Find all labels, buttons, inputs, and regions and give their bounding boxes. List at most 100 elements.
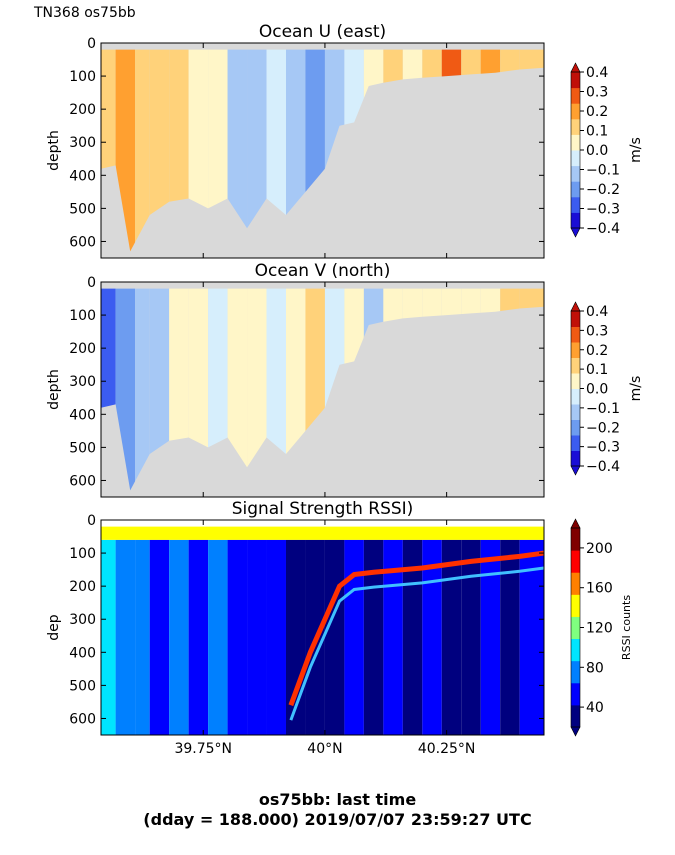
x-tick-label: 39.75°N <box>174 741 232 757</box>
y-tick-label: 500 <box>69 678 96 694</box>
data-column <box>324 539 345 735</box>
bottom-echo-line <box>288 550 545 707</box>
colorbar-min-arrow <box>570 227 581 238</box>
panel-3: Signal Strength RSSI) 0 100 200 300 400 500 600… <box>46 499 633 757</box>
y-tick-label: 200 <box>69 102 96 118</box>
colorbar-segment <box>571 450 580 467</box>
data-column <box>135 539 150 735</box>
data-column <box>188 539 209 735</box>
data-column <box>247 539 267 735</box>
colorbar-segment <box>571 342 580 358</box>
panel-title: Signal Strength RSSI) <box>232 499 414 519</box>
colorbar-max-arrow <box>570 301 581 312</box>
colorbar-segment <box>571 550 580 573</box>
secondary-echo-line <box>289 566 545 721</box>
x-tick-label: 40.25°N <box>418 741 476 757</box>
y-tick-label: 600 <box>69 473 96 489</box>
y-tick-label: 0 <box>87 275 96 291</box>
no-data-region <box>101 67 544 258</box>
plot-frame <box>100 519 545 736</box>
data-column <box>208 539 228 735</box>
colorbar-tick-label: −0.3 <box>586 202 620 218</box>
colorbar-tick-label: −0.3 <box>586 440 620 456</box>
y-tick-label: 200 <box>69 579 96 595</box>
y-tick-label: 300 <box>69 135 96 151</box>
colorbar-tick-label: 0.0 <box>586 382 608 398</box>
colorbar-tick-label: 0.3 <box>586 323 608 339</box>
data-column <box>344 539 364 735</box>
data-column <box>383 539 403 735</box>
colorbar-segment <box>571 72 580 89</box>
colorbar-tick-label: 80 <box>586 660 604 676</box>
footer-line-1: os75bb: last time <box>258 790 417 809</box>
data-column <box>227 539 248 735</box>
data-column <box>519 539 544 735</box>
y-axis-label: depth <box>46 369 62 410</box>
y-axis-label: depth <box>46 130 62 171</box>
colorbar-tick-label: −0.4 <box>586 459 620 475</box>
colorbar-segment <box>571 660 580 684</box>
colorbar-tick-label: 0.2 <box>586 104 608 120</box>
data-column <box>101 539 116 735</box>
y-tick-label: 300 <box>69 612 96 628</box>
data-column <box>363 539 384 735</box>
colorbar-segment <box>571 419 580 436</box>
colorbar-segment <box>571 87 580 104</box>
colorbar-segment <box>571 373 580 389</box>
colorbar-segment <box>571 388 580 405</box>
colorbar-tick-label: −0.2 <box>586 420 620 436</box>
colorbar-segment <box>571 311 580 327</box>
colorbar-segment <box>571 404 580 420</box>
y-tick-label: 100 <box>69 308 96 324</box>
y-tick-label: 400 <box>69 168 96 184</box>
y-tick-label: 200 <box>69 341 96 357</box>
colorbar-segment <box>571 181 580 198</box>
colorbar-label: m/s <box>628 376 644 402</box>
data-column <box>227 288 248 497</box>
colorbar-label: m/s <box>628 137 644 163</box>
surface-band <box>101 526 544 540</box>
colorbar-tick-label: 0.4 <box>586 65 608 81</box>
colorbar-segment <box>571 196 580 213</box>
plot-frame <box>100 281 545 498</box>
colorbar-tick-label: 0.4 <box>586 304 608 320</box>
y-tick-label: 100 <box>69 69 96 85</box>
y-tick-label: 400 <box>69 645 96 661</box>
y-tick-label: 600 <box>69 234 96 250</box>
y-tick-label: 300 <box>69 374 96 390</box>
colorbar-segment <box>571 212 580 229</box>
data-column <box>149 539 170 735</box>
y-tick-label: 400 <box>69 407 96 423</box>
colorbar-segment <box>571 118 580 135</box>
y-tick-label: 500 <box>69 201 96 217</box>
corner-label: TN368 os75bb <box>33 5 136 21</box>
colorbar-tick-label: 200 <box>586 541 613 557</box>
colorbar-segment <box>571 704 580 728</box>
data-column <box>135 49 150 258</box>
colorbar-segment <box>571 435 580 451</box>
data-column <box>169 539 189 735</box>
data-column <box>115 539 136 735</box>
panel-title: Ocean V (north) <box>255 261 391 281</box>
no-data-region <box>101 306 544 497</box>
panel-2: Ocean V (north) 0 100 200 300 400 500 600 depth 0… <box>46 261 644 498</box>
y-tick-label: 0 <box>87 36 96 52</box>
colorbar-max-arrow <box>570 62 581 73</box>
panel-title: Ocean U (east) <box>259 22 386 42</box>
data-column <box>285 539 306 735</box>
colorbar-segment <box>571 682 580 706</box>
colorbar-tick-label: 40 <box>586 700 604 716</box>
colorbar-segment <box>571 528 580 551</box>
colorbar-min-arrow <box>570 465 581 476</box>
data-column <box>441 539 462 735</box>
y-tick-label: 600 <box>69 711 96 727</box>
colorbar-segment <box>571 134 580 151</box>
colorbar-min-arrow <box>570 726 581 737</box>
colorbar-tick-label: −0.1 <box>586 163 620 179</box>
colorbar-label: RSSI counts <box>620 595 633 660</box>
data-column <box>135 288 150 497</box>
colorbar-tick-label: 120 <box>586 621 613 637</box>
y-tick-label: 500 <box>69 440 96 456</box>
colorbar-tick-label: −0.2 <box>586 182 620 198</box>
